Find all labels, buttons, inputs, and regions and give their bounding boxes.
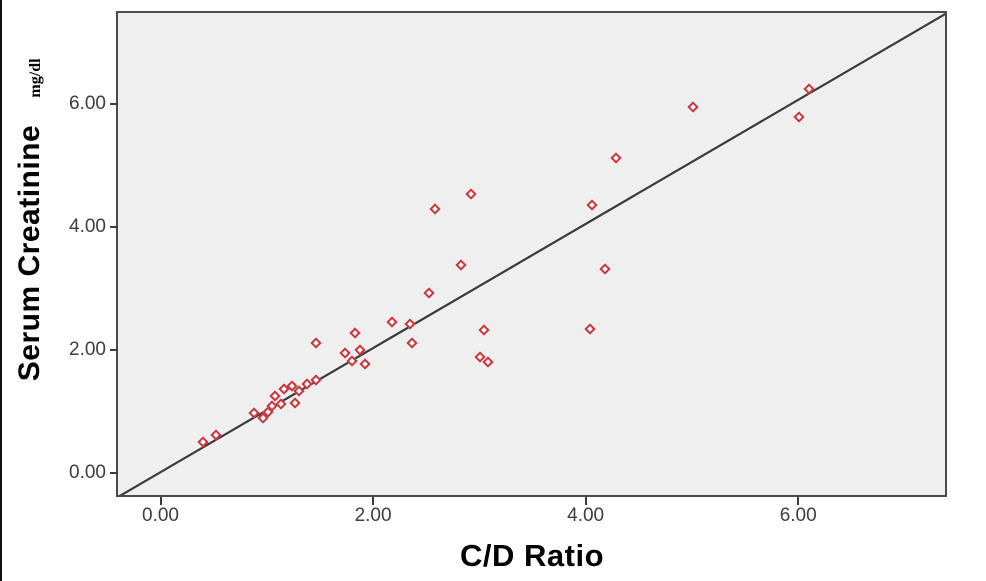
image-left-border [0,0,2,581]
plot-canvas [118,13,947,497]
y-axis-tick-label: 6.00 [69,93,106,115]
y-axis-tick-label: 2.00 [69,339,106,361]
x-axis-tick [584,497,587,505]
y-axis-tick-label: 4.00 [69,216,106,238]
x-axis-tick [372,497,375,505]
x-axis-tick-label: 6.00 [779,505,817,526]
y-axis-tick-label: 0.00 [69,462,106,483]
x-axis-tick-label: 2.00 [354,505,392,526]
y-axis-tick [110,226,118,229]
x-axis-tick [797,497,800,505]
x-axis-tick [159,497,162,505]
x-axis-tick-label: 4.00 [567,505,605,526]
x-axis-tick-label: 0.00 [142,505,179,526]
y-axis-tick [110,103,118,106]
y-axis-unit-label: mg/dl [27,58,44,98]
y-axis-title: Serum Creatinine [13,124,46,382]
y-axis-tick [110,472,118,474]
x-axis-title: C/D Ratio [460,538,604,573]
identity-reference-line [118,13,947,497]
y-axis-tick [110,349,118,352]
